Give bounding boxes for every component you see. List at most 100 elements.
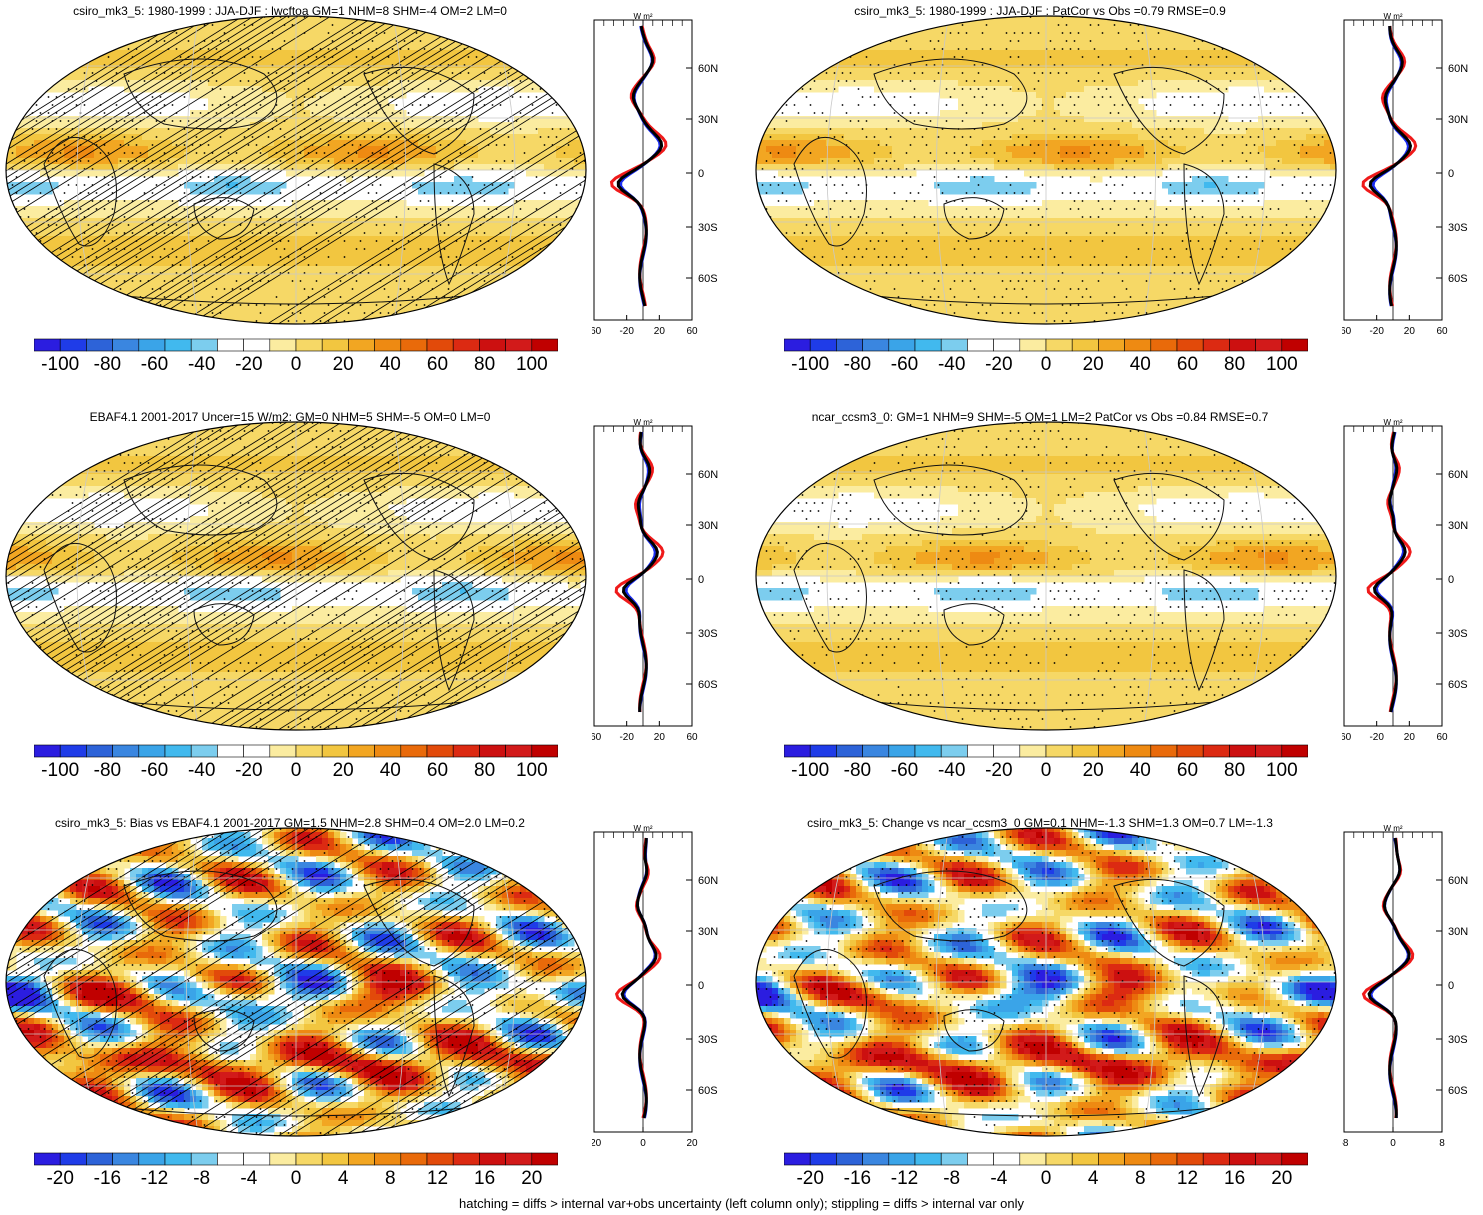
colorbar-swatch [1202,338,1230,352]
colorbar-swatch [452,338,480,352]
colorbar-swatch [1019,338,1047,352]
colorbar-tick-label: 0 [1026,760,1066,782]
colorbar-swatch [809,338,837,352]
colorbar-swatch [531,744,558,758]
colorbar-swatch [112,338,140,352]
profile-unit-label: W m² [633,824,652,833]
colorbar-swatch [452,744,480,758]
colorbar-swatch [190,1152,218,1166]
colorbar-swatch [1124,1152,1152,1166]
colorbar-swatch [217,744,244,758]
panel-title: csiro_mk3_5: 1980-1999 : JJA-DJF : lwcft… [30,4,550,18]
colorbar-tick-label: -80 [87,354,127,376]
figure-footer-note: hatching = diffs > internal var+obs unce… [0,1196,1483,1211]
colorbar-swatch [1071,1152,1099,1166]
colorbar-swatch [1124,744,1152,758]
colorbar-swatch [862,338,890,352]
colorbar-swatch [505,744,533,758]
colorbar-swatch [1045,744,1073,758]
colorbar-tick-label: -12 [885,1168,925,1190]
profile-x-tick-label: 20 [654,326,666,337]
colorbar-swatch [1202,744,1230,758]
profile-y-tick-label: 60N [698,875,718,887]
colorbar-swatch [1150,1152,1178,1166]
profile-x-tick-label: 20 [686,1138,698,1149]
profile-y-tick-label: 0 [698,574,704,586]
panel-title: csiro_mk3_5: Bias vs EBAF4.1 2001-2017 G… [30,816,550,830]
profile-y-tick-label: 60S [1448,679,1468,691]
profile-y-tick-label: 30S [1448,222,1468,234]
profile-y-tick-label: 0 [1448,168,1454,180]
profile-x-tick-label: -20 [619,732,634,743]
colorbar-swatch [888,338,916,352]
colorbar-swatch [269,1152,297,1166]
colorbar-tick-label: -16 [87,1168,127,1190]
colorbar-swatch [86,338,113,352]
colorbar-swatch [479,1152,506,1166]
profile-unit-label: W m² [1383,12,1402,21]
colorbar-swatch [1176,338,1204,352]
colorbar [34,338,558,352]
colorbar-tick-label: 20 [1073,760,1113,782]
colorbar-swatch [836,338,863,352]
colorbar-tick-label: 40 [370,760,410,782]
colorbar-swatch [217,1152,244,1166]
colorbar-swatch [1229,1152,1256,1166]
colorbar-tick-label: 20 [1262,1168,1302,1190]
zonal-mean-profile: W m² 60N 30N 0 30S 60S -60 -20 20 60 [1342,418,1468,743]
colorbar-swatch [479,338,506,352]
colorbar-tick-label: 40 [1120,354,1160,376]
profile-y-tick-label: 30N [698,926,718,938]
colorbar-tick-label: -80 [87,760,127,782]
colorbar-tick-label: -20 [979,760,1019,782]
profile-x-tick-label: -20 [619,326,634,337]
colorbar-swatch [190,338,218,352]
profile-x-tick-label: -60 [1342,326,1352,337]
colorbar-swatch [940,744,968,758]
profile-line-black [621,431,659,712]
colorbar-swatch [1281,338,1308,352]
colorbar-swatch [321,1152,349,1166]
colorbar-tick-label: 60 [1167,760,1207,782]
panel-title: ncar_ccsm3_0: GM=1 NHM=9 SHM=-5 OM=1 LM=… [780,410,1300,424]
colorbar-swatch [295,744,323,758]
colorbar-swatch [1045,338,1073,352]
colorbar-tick-label: -60 [135,760,175,782]
colorbar-swatch [1255,338,1283,352]
profile-y-tick-label: 30N [1448,114,1468,126]
profile-x-tick-label: 20 [1404,326,1416,337]
colorbar-swatch [400,338,428,352]
colorbar-swatch [479,744,506,758]
profile-y-tick-label: 60S [1448,1085,1468,1097]
colorbar-swatch [348,744,375,758]
colorbar-swatch [426,1152,454,1166]
profile-x-tick-label: -20 [592,1138,602,1149]
profile-x-tick-label: 20 [654,732,666,743]
colorbar-swatch [348,338,375,352]
colorbar-tick-label: -4 [979,1168,1019,1190]
profile-y-tick-label: 30N [1448,926,1468,938]
colorbar-swatch [505,1152,533,1166]
colorbar-tick-label: 4 [323,1168,363,1190]
profile-y-tick-label: 60S [698,273,718,285]
colorbar-swatch [784,1152,811,1166]
profile-y-tick-label: 60S [698,679,718,691]
colorbar-swatch [164,1152,192,1166]
colorbar-swatch [888,744,916,758]
colorbar-swatch [217,338,244,352]
robinson-map [755,15,1337,325]
colorbar-swatch [59,1152,87,1166]
colorbar [34,1152,558,1166]
profile-line-black [620,837,658,1119]
colorbar-tick-label: 0 [276,1168,316,1190]
colorbar-swatch [348,1152,375,1166]
colorbar-tick-label: -60 [885,760,925,782]
colorbar-swatch [164,744,192,758]
colorbar-swatch [400,1152,428,1166]
colorbar-swatch [426,338,454,352]
colorbar-tick-label: 80 [1215,760,1255,782]
profile-unit-label: W m² [633,418,652,427]
colorbar-tick-label: 8 [1120,1168,1160,1190]
colorbar-swatch [1071,338,1099,352]
colorbar-tick-label: -80 [837,760,877,782]
